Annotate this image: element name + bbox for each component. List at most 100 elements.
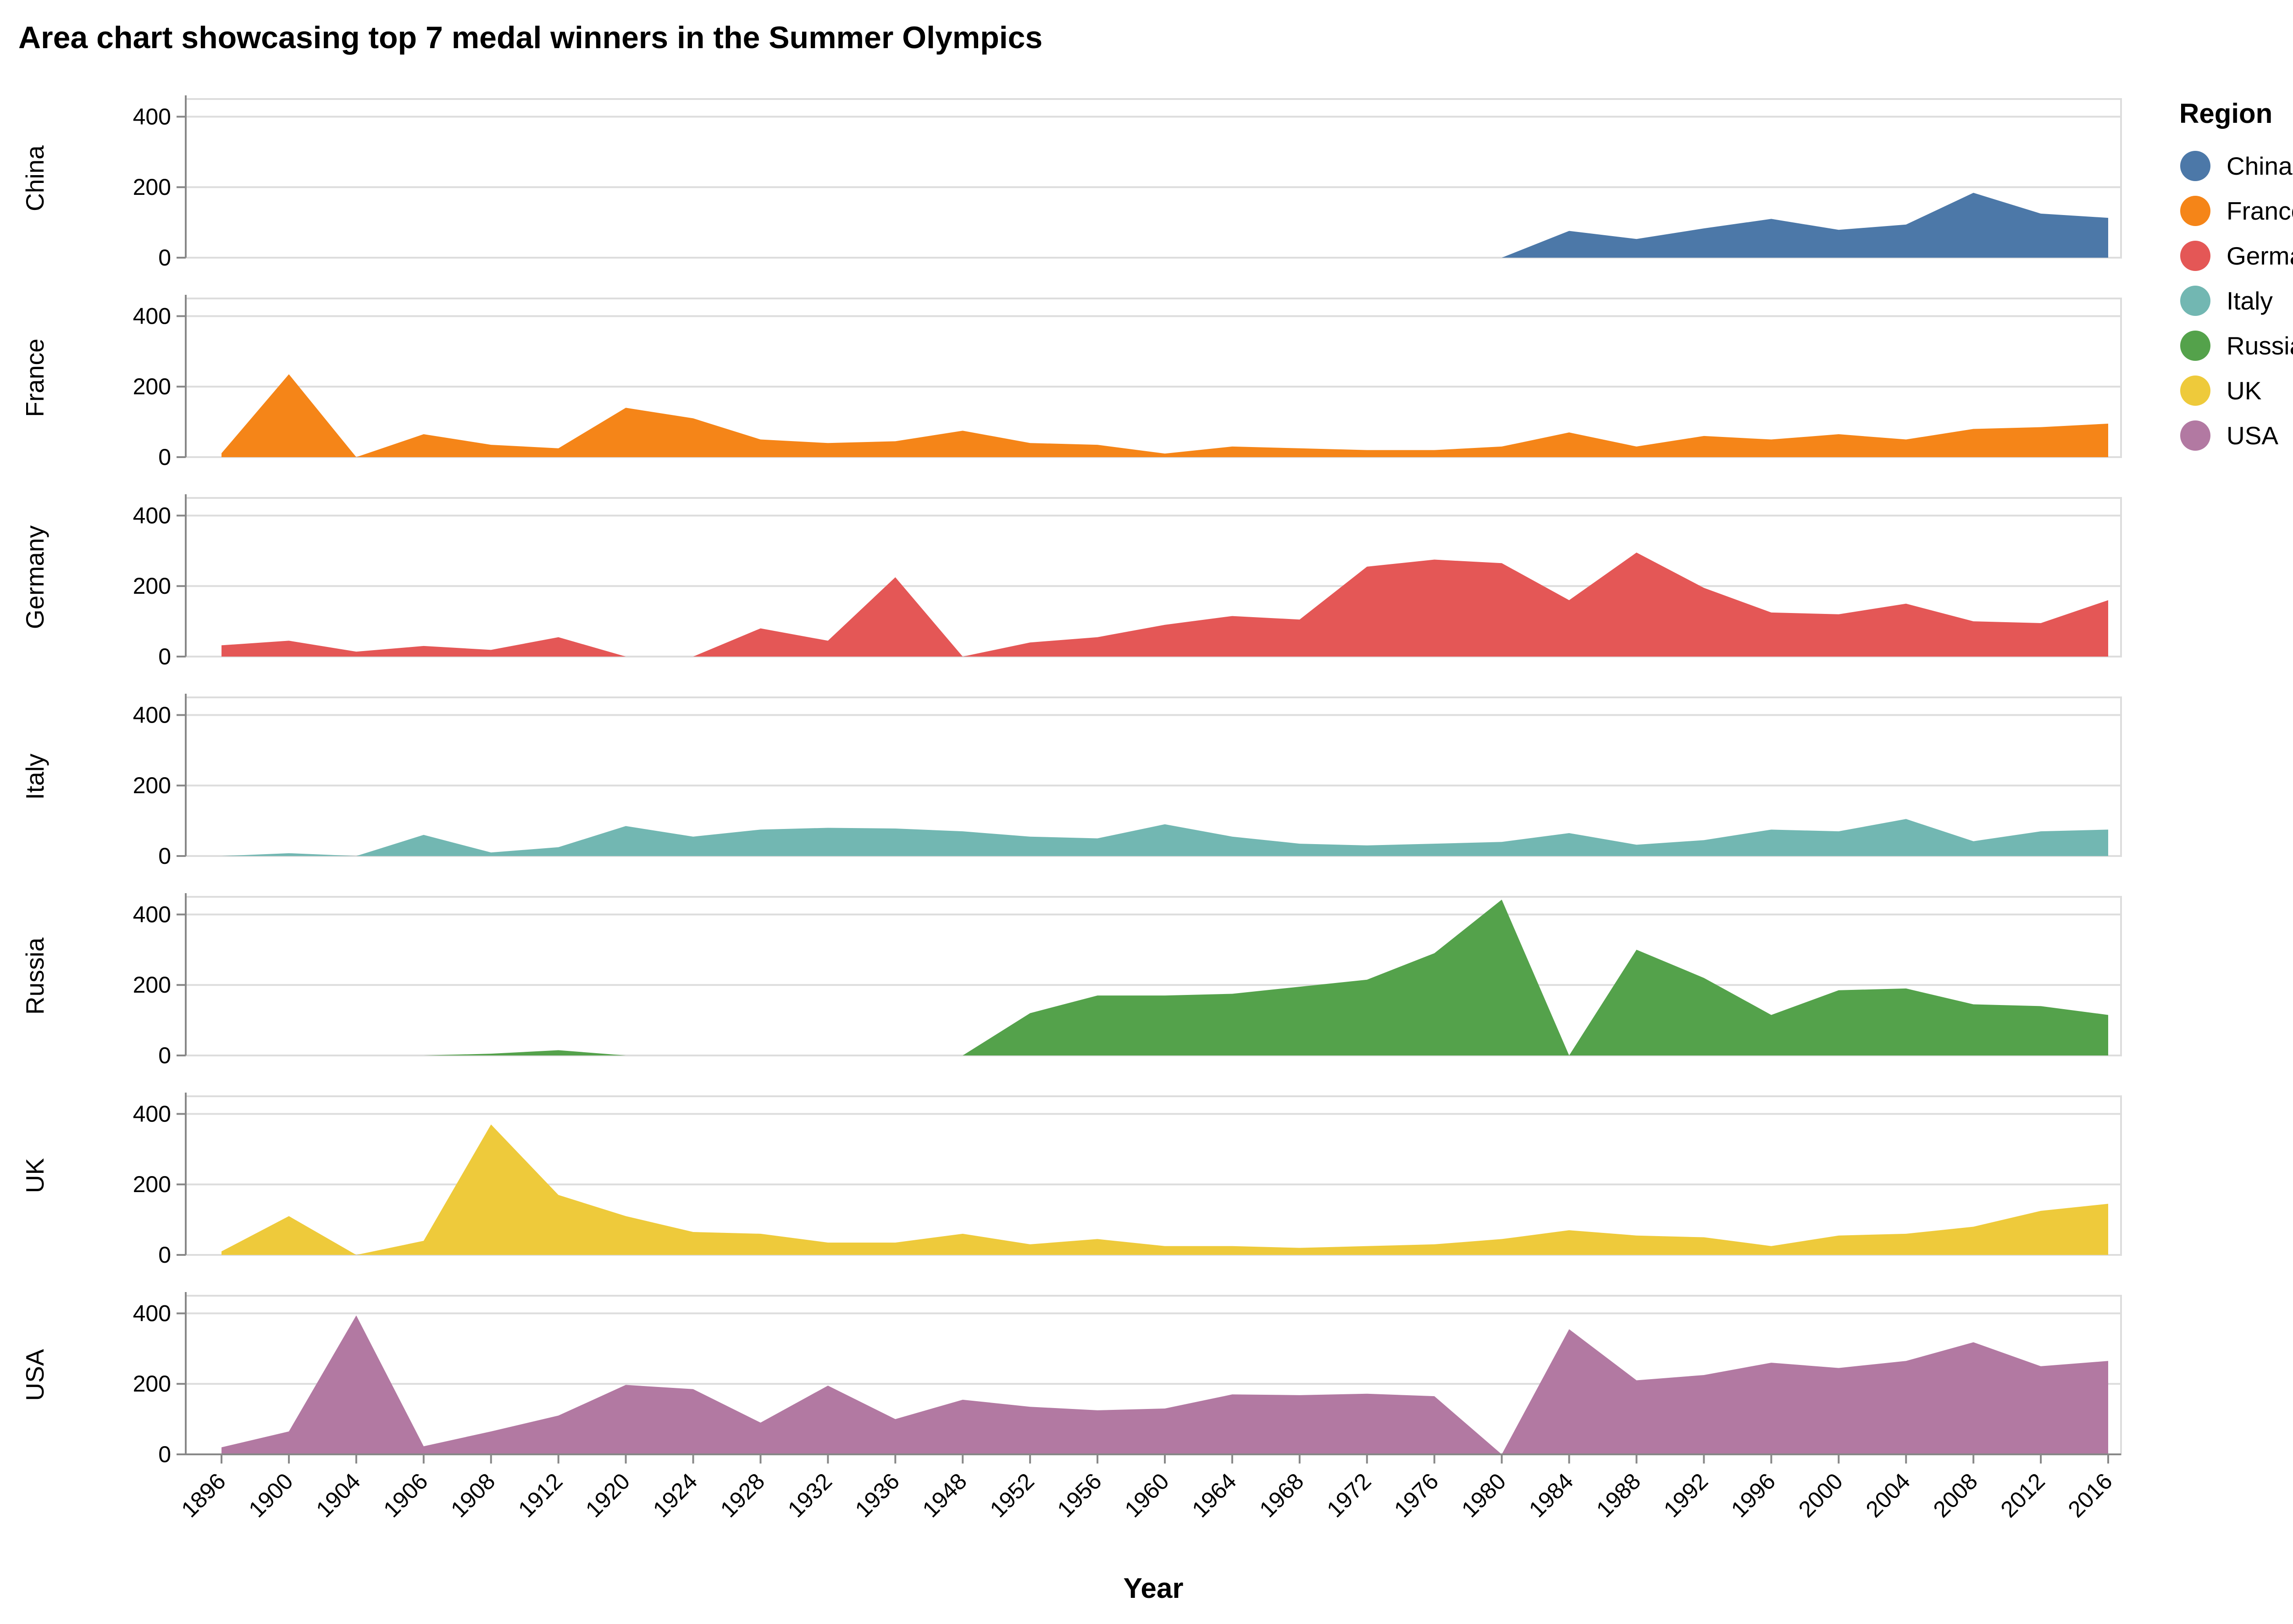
panel-france: 0 200 400 France xyxy=(21,295,2122,470)
x-tick-label: 1912 xyxy=(513,1468,567,1522)
x-tick-label: 1936 xyxy=(850,1468,904,1522)
y-tick-label: 400 xyxy=(133,303,171,329)
x-tick-label: 2008 xyxy=(1928,1468,1983,1522)
x-tick-label: 1984 xyxy=(1524,1468,1578,1522)
panel-usa: 0 200 400 USA xyxy=(21,1292,2122,1467)
legend-item-italy: Italy xyxy=(2180,286,2273,316)
y-tick-label: 0 xyxy=(158,644,171,669)
y-tick-label: 400 xyxy=(133,503,171,528)
x-tick-label: 1972 xyxy=(1322,1468,1376,1522)
legend-swatch xyxy=(2180,331,2210,361)
legend-label: Germany xyxy=(2227,242,2293,270)
legend-swatch xyxy=(2180,376,2210,406)
y-tick-label: 200 xyxy=(133,1371,171,1397)
row-label-france: France xyxy=(21,338,49,417)
y-tick-label: 0 xyxy=(158,1043,171,1068)
row-label-germany: Germany xyxy=(21,525,49,629)
y-tick-label: 200 xyxy=(133,174,171,200)
x-tick-label: 1988 xyxy=(1591,1468,1645,1522)
legend-item-russia: Russia xyxy=(2180,331,2293,361)
y-tick-label: 400 xyxy=(133,702,171,728)
legend-label: Italy xyxy=(2227,287,2273,315)
x-axis-title: Year xyxy=(1123,1573,1183,1604)
x-tick-label: 2016 xyxy=(2063,1468,2117,1522)
y-tick-label: 200 xyxy=(133,374,171,399)
legend-swatch xyxy=(2180,196,2210,226)
panels-group: 0200400China0200400France0200400Germany0… xyxy=(21,95,2122,1467)
x-tick-label: 1928 xyxy=(715,1468,770,1522)
x-tick-label: 2000 xyxy=(1794,1468,1848,1522)
legend-swatch xyxy=(2180,151,2210,181)
area-germany xyxy=(222,552,2108,657)
y-tick-label: 0 xyxy=(158,245,171,271)
y-tick-label: 200 xyxy=(133,573,171,599)
row-label-russia: Russia xyxy=(21,938,49,1015)
legend-swatch xyxy=(2180,286,2210,316)
x-tick-label: 1964 xyxy=(1187,1468,1241,1522)
x-tick-label: 1920 xyxy=(581,1468,635,1522)
area-russia xyxy=(423,900,2109,1055)
row-label-italy: Italy xyxy=(21,753,49,800)
legend: Region China France Germany Italy Russia UK US… xyxy=(2179,98,2293,451)
y-tick-label: 400 xyxy=(133,1300,171,1326)
legend-item-germany: Germany xyxy=(2180,241,2293,271)
x-axis: 1896 1900 1904 1906 1908 1912 1920 1924 1928 1932… xyxy=(177,1453,2121,1522)
panel-china: 0 200 400 China xyxy=(21,95,2122,271)
legend-item-france: France xyxy=(2180,196,2293,226)
area-uk xyxy=(222,1124,2108,1255)
legend-label: Russia xyxy=(2227,331,2293,360)
x-tick-label: 1906 xyxy=(378,1468,432,1522)
panel-italy: 0 200 400 Italy xyxy=(21,694,2122,869)
legend-label: USA xyxy=(2227,421,2278,450)
legend-label: China xyxy=(2227,152,2293,180)
x-tick-label: 1948 xyxy=(918,1468,972,1522)
y-tick-label: 400 xyxy=(133,1101,171,1127)
row-label-china: China xyxy=(21,145,49,211)
x-tick-label: 1980 xyxy=(1457,1468,1511,1522)
y-tick-label: 200 xyxy=(133,1171,171,1197)
x-tick-label: 1900 xyxy=(244,1468,298,1522)
x-tick-label: 2012 xyxy=(1996,1468,2050,1522)
x-tick-label: 2004 xyxy=(1861,1468,1915,1522)
legend-swatch xyxy=(2180,241,2210,271)
x-tick-label: 1904 xyxy=(311,1468,365,1522)
x-tick-label: 1992 xyxy=(1659,1468,1713,1522)
y-tick-label: 0 xyxy=(158,1442,171,1467)
legend-item-uk: UK xyxy=(2180,376,2262,406)
area-usa xyxy=(222,1315,2108,1454)
area-france xyxy=(222,374,2108,457)
y-tick-label: 0 xyxy=(158,843,171,869)
area-china xyxy=(1501,193,2108,258)
x-tick-label: 1996 xyxy=(1726,1468,1780,1522)
legend-item-usa: USA xyxy=(2180,420,2278,451)
x-tick-label: 1896 xyxy=(177,1468,231,1522)
y-tick-label: 400 xyxy=(133,104,171,129)
panel-frame xyxy=(185,298,2122,458)
y-tick-label: 0 xyxy=(158,1242,171,1268)
y-tick-label: 200 xyxy=(133,773,171,798)
legend-item-china: China xyxy=(2180,151,2293,181)
panel-germany: 0 200 400 Germany xyxy=(21,494,2122,669)
legend-label: UK xyxy=(2227,376,2262,405)
panel-uk: 0 200 400 UK xyxy=(21,1093,2122,1268)
x-tick-label: 1968 xyxy=(1254,1468,1308,1522)
x-tick-label: 1908 xyxy=(446,1468,500,1522)
x-tick-label: 1932 xyxy=(783,1468,837,1522)
legend-title: Region xyxy=(2179,98,2272,129)
row-label-usa: USA xyxy=(21,1349,49,1401)
x-tick-label: 1976 xyxy=(1389,1468,1443,1522)
chart-title: Area chart showcasing top 7 medal winner… xyxy=(18,20,1042,55)
y-tick-label: 200 xyxy=(133,972,171,998)
area-italy xyxy=(222,819,2108,856)
y-tick-label: 400 xyxy=(133,901,171,927)
y-tick-label: 0 xyxy=(158,444,171,470)
row-label-uk: UK xyxy=(21,1158,49,1193)
x-tick-label: 1956 xyxy=(1052,1468,1107,1522)
legend-swatch xyxy=(2180,420,2210,451)
x-tick-label: 1924 xyxy=(648,1468,702,1522)
x-tick-label: 1960 xyxy=(1120,1468,1174,1522)
x-tick-label: 1952 xyxy=(985,1468,1039,1522)
panel-russia: 0 200 400 Russia xyxy=(21,893,2122,1068)
legend-label: France xyxy=(2227,197,2293,225)
